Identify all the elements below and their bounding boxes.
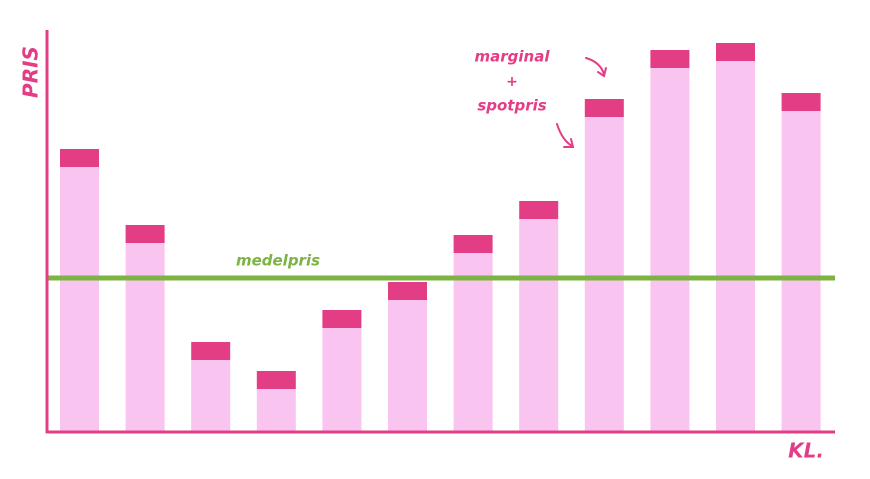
legend-label: spotpris: [477, 97, 546, 115]
bar-segment: [60, 167, 99, 432]
bar-segment: [781, 93, 821, 111]
reference-label: medelpris: [236, 252, 320, 270]
bar-segment: [125, 225, 165, 243]
bar-segment: [519, 219, 559, 432]
legend-label: marginal: [475, 48, 551, 66]
bar-segment: [584, 99, 624, 117]
bar-segment: [322, 310, 362, 328]
bar-segment: [716, 43, 755, 61]
bar-segment: [519, 201, 559, 219]
arrow: [585, 57, 607, 78]
arrow: [556, 123, 575, 148]
legend-separator: +: [506, 74, 518, 90]
bar-segment: [256, 389, 296, 432]
bar-segment: [781, 111, 821, 432]
bar-segment: [191, 360, 231, 432]
bar-segment: [584, 117, 624, 432]
bar-segment: [322, 328, 362, 432]
bar-segment: [388, 300, 427, 432]
bar-segment: [256, 371, 296, 389]
bar-segment: [125, 243, 165, 432]
bar-segment: [191, 342, 231, 360]
bar-segment: [650, 50, 690, 68]
x-axis-label: KL.: [788, 439, 824, 463]
bar-segment: [650, 68, 690, 432]
bar-segment: [453, 253, 493, 432]
bar-segment: [60, 149, 99, 167]
bar-segment: [388, 282, 427, 300]
bar-segment: [453, 235, 493, 253]
y-axis-label: PRIS: [19, 46, 43, 98]
bar-segment: [716, 61, 755, 432]
